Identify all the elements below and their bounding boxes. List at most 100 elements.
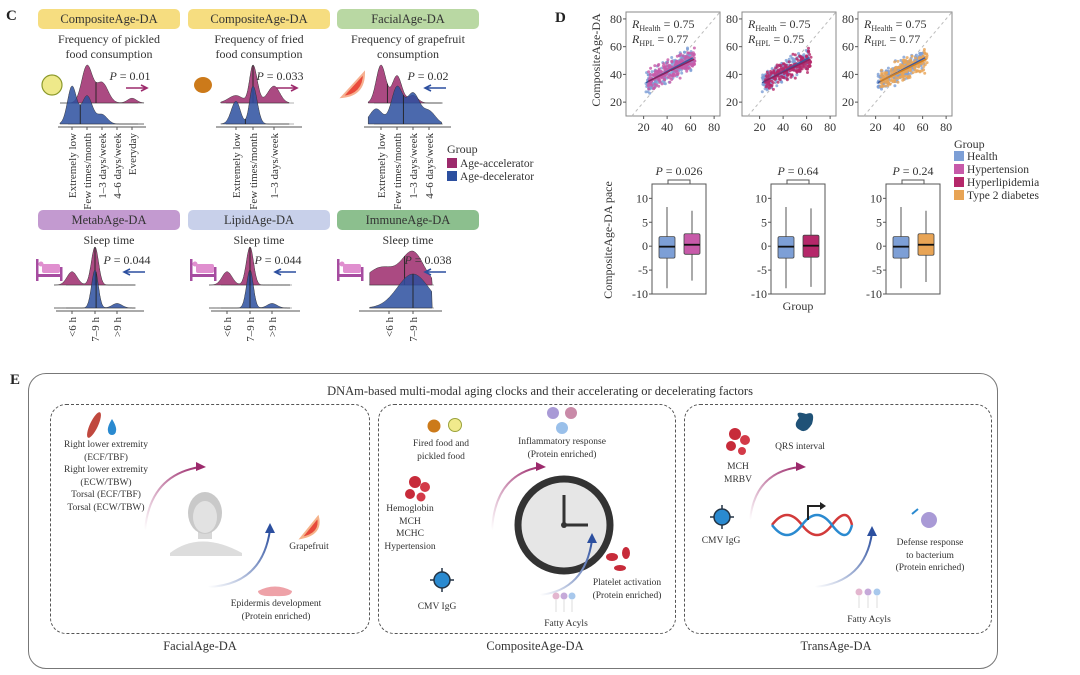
- bed-frame: [190, 274, 216, 277]
- scatter-point: [765, 70, 769, 74]
- scatter-point: [880, 68, 883, 72]
- x-tick-label: 4–6 days/week: [112, 133, 124, 199]
- group-legend-c: Group Age-accelerator Age-decelerator: [447, 143, 534, 184]
- ridgeline-plot: Extremely low Few times/month 1–3 days/wee…: [41, 64, 151, 210]
- scatter-point: [802, 63, 806, 67]
- scatter-point: [780, 74, 783, 78]
- y-tick-label: 20: [842, 95, 854, 109]
- accelerate-arrow-icon: [126, 84, 149, 92]
- scatter-point: [778, 64, 782, 68]
- face-icon: [170, 492, 242, 556]
- scatter-point: [786, 73, 790, 77]
- scatter-point: [916, 65, 920, 69]
- epidermis-icon: [258, 586, 292, 597]
- factor: Hemoglobin: [386, 504, 434, 514]
- scatter-point: [773, 78, 777, 81]
- scatter-point: [692, 59, 696, 63]
- scatter-point: [665, 61, 669, 65]
- factor: Epidermis development: [230, 599, 322, 609]
- group-legend-d: Group Health Hypertension Hyperlipidemia…: [954, 138, 1039, 203]
- pickle-slice-icon: [41, 74, 63, 96]
- y-tick-label: 80: [610, 12, 622, 26]
- correlation-label: RHPL = 0.75: [747, 32, 804, 48]
- x-tick-label: <6 h: [67, 317, 79, 337]
- x-tick-label: 40: [777, 120, 789, 134]
- x-tick-label: 80: [824, 120, 836, 134]
- regression-line: [647, 58, 695, 83]
- x-tick-label: Extremely low: [231, 133, 243, 198]
- red-blood-cells-icon: [405, 476, 430, 502]
- scatter-point: [775, 63, 779, 67]
- clock-title-box: CompositeAge-DA: [38, 9, 180, 29]
- scatter-point: [806, 61, 810, 65]
- scatter-point: [802, 53, 806, 57]
- legend-item-type2-diabetes: Type 2 diabetes: [954, 190, 1039, 203]
- scatter-point: [922, 48, 926, 51]
- x-tick-label: 60: [801, 120, 813, 134]
- factor: (Protein enriched): [241, 611, 311, 622]
- immune-cells-icon: [547, 407, 577, 434]
- water-drop-icon: [107, 419, 117, 435]
- factor: Defense response: [896, 538, 964, 548]
- scatter-point: [922, 68, 926, 72]
- panel-label-d: D: [555, 10, 566, 26]
- muscle-icon: [87, 412, 101, 438]
- decelerate-arrow: [207, 523, 275, 588]
- scatter-point: [683, 57, 687, 61]
- scatter-point: [791, 52, 795, 56]
- factor: Right lower extremity: [64, 440, 148, 450]
- scatter-point: [897, 66, 901, 69]
- y-tick-label: 40: [842, 67, 854, 81]
- correlation-label: RHealth = 0.75: [747, 17, 810, 33]
- bed-frame: [337, 274, 363, 277]
- bed-pillow: [38, 261, 44, 267]
- food-label: Fired food and pickled food: [413, 438, 469, 463]
- inflammatory-label: Inflammatory response (Protein enriched): [518, 436, 606, 461]
- scatter-point: [889, 68, 893, 71]
- accelerate-arrow-icon: [276, 84, 299, 92]
- bed-icon: [190, 259, 217, 281]
- scatter-point: [683, 50, 686, 54]
- ridgeline-plot: <6 h 7–9 h P = 0.038: [337, 250, 452, 342]
- bacterium-icon: [911, 508, 937, 528]
- p-value: P = 0.24: [891, 164, 933, 178]
- scatter-point: [666, 75, 670, 79]
- trans-clock-box: [684, 404, 992, 634]
- scatter-point: [880, 87, 883, 91]
- blood-label: MCH MRBV: [724, 461, 752, 486]
- scatter-point: [764, 85, 768, 89]
- factor: MCH: [727, 462, 749, 472]
- charts-canvas: Extremely low Few times/month 1–3 days/wee…: [36, 11, 953, 342]
- decelerate-arrow-icon: [423, 84, 446, 92]
- subtitle-line: Frequency of grapefruit: [351, 32, 465, 46]
- p-value: P = 0.026: [654, 164, 702, 178]
- factor: MCH: [399, 516, 421, 527]
- swatch: [447, 171, 457, 181]
- y-tick-label: 5: [642, 215, 648, 229]
- y-tick-label: 80: [842, 12, 854, 26]
- scatter-point: [809, 60, 813, 64]
- scatter-point: [657, 69, 661, 73]
- scatter-point: [675, 69, 679, 73]
- scatter-point: [648, 72, 652, 76]
- fatty-acyls-icon: [855, 588, 881, 608]
- swatch: [954, 151, 964, 161]
- subtitle-line: food consumption: [65, 47, 153, 61]
- y-tick-label: 10: [870, 191, 882, 205]
- y-tick-label: -5: [872, 263, 882, 277]
- x-tick-label: Extremely low: [67, 133, 79, 198]
- p-value: P = 0.02: [406, 69, 448, 83]
- grapefruit-label: Grapefruit: [289, 542, 329, 552]
- scatter-point: [889, 70, 893, 74]
- scatter-point: [925, 61, 929, 65]
- scatter-point: [917, 57, 921, 60]
- p-value: P = 0.033: [255, 69, 303, 83]
- scatter-point: [676, 73, 680, 76]
- decelerator-density: [59, 85, 144, 125]
- scatter-point: [918, 51, 922, 55]
- significance-bracket: [901, 179, 925, 184]
- scatter-point: [799, 67, 803, 71]
- platelets-icon: [606, 547, 630, 571]
- accelerate-arrow: [491, 462, 546, 531]
